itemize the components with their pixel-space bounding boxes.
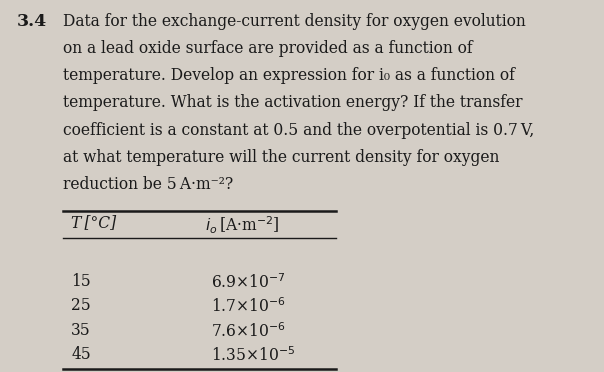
Text: coefficient is a constant at 0.5 and the overpotential is 0.7 V,: coefficient is a constant at 0.5 and the…: [63, 122, 534, 139]
Text: 25: 25: [71, 297, 91, 314]
Text: 7.6×10$^{-6}$: 7.6×10$^{-6}$: [211, 322, 285, 340]
Text: 45: 45: [71, 346, 91, 363]
Text: 6.9×10$^{-7}$: 6.9×10$^{-7}$: [211, 273, 285, 292]
Text: on a lead oxide surface are provided as a function of: on a lead oxide surface are provided as …: [63, 40, 472, 57]
Text: at what temperature will the current density for oxygen: at what temperature will the current den…: [63, 149, 500, 166]
Text: 1.35×10$^{-5}$: 1.35×10$^{-5}$: [211, 346, 295, 365]
Text: Data for the exchange-current density for oxygen evolution: Data for the exchange-current density fo…: [63, 13, 525, 30]
Text: temperature. Develop an expression for i₀ as a function of: temperature. Develop an expression for i…: [63, 67, 515, 84]
Text: 35: 35: [71, 322, 91, 339]
Text: 3.4: 3.4: [16, 13, 47, 30]
Text: 15: 15: [71, 273, 91, 290]
Text: reduction be 5 A·m⁻²?: reduction be 5 A·m⁻²?: [63, 176, 233, 193]
Text: $i_o$ [A·m$^{-2}$]: $i_o$ [A·m$^{-2}$]: [205, 214, 280, 236]
Text: T [°C]: T [°C]: [71, 214, 116, 231]
Text: 1.7×10$^{-6}$: 1.7×10$^{-6}$: [211, 297, 285, 316]
Text: temperature. What is the activation energy? If the transfer: temperature. What is the activation ener…: [63, 94, 522, 112]
